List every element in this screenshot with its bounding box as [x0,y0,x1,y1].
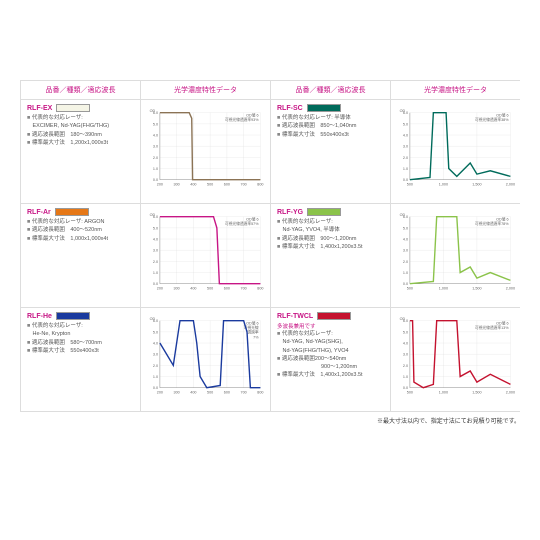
svg-text:3.0: 3.0 [403,353,408,357]
svg-text:4.0: 4.0 [153,341,158,345]
svg-text:500: 500 [207,286,213,290]
svg-text:400: 400 [190,390,196,394]
svg-text:5.0: 5.0 [153,330,158,334]
svg-text:3.0: 3.0 [403,145,408,149]
column-header-1: 光学濃度特性データ [140,81,270,99]
svg-text:1,000: 1,000 [439,286,448,290]
svg-text:5.0: 5.0 [153,226,158,230]
svg-text:800: 800 [257,286,263,290]
svg-text:2,000: 2,000 [506,390,515,394]
product-chart-RLF-YG: 0.01.02.03.04.05.06.05001,0001,5002,000O… [390,204,520,308]
svg-text:200: 200 [157,390,163,394]
svg-text:400: 400 [190,182,196,186]
svg-text:OD: OD [150,109,156,113]
product-spec-RLF-YG: RLF-YG 代表的な対応レーザ: Nd-YAG, YVO4, 半導体適応波長範… [270,204,390,308]
svg-text:OD: OD [400,109,406,113]
product-spec-RLF-Ar: RLF-Ar 代表的な対応レーザ: ARGON適応波長範囲 400～520nm標… [20,204,140,308]
svg-text:2,000: 2,000 [506,286,515,290]
svg-text:1.0: 1.0 [153,271,158,275]
footnote: ※最大寸法以内で、指定寸法にてお見積り可能です。 [20,412,520,425]
svg-text:可視光線透過率38%: 可視光線透過率38% [475,117,509,122]
svg-text:2.0: 2.0 [153,156,158,160]
svg-text:300: 300 [174,390,180,394]
svg-text:1.0: 1.0 [403,167,408,171]
svg-text:4.0: 4.0 [153,237,158,241]
svg-text:700: 700 [241,390,247,394]
svg-text:4.0: 4.0 [403,237,408,241]
svg-text:800: 800 [257,182,263,186]
product-chart-RLF-SC: 0.01.02.03.04.05.06.05001,0001,5002,000O… [390,100,520,204]
column-header-2: 品番／種類／適応波長 [270,81,390,99]
svg-text:3.0: 3.0 [153,353,158,357]
svg-text:1.0: 1.0 [153,375,158,379]
svg-text:OD値 6: OD値 6 [246,112,258,117]
svg-text:300: 300 [174,286,180,290]
svg-text:4.0: 4.0 [403,133,408,137]
svg-text:可視光線透過率78%: 可視光線透過率78% [475,221,509,226]
svg-text:2.0: 2.0 [403,260,408,264]
svg-text:4.0: 4.0 [403,341,408,345]
svg-text:600: 600 [224,182,230,186]
svg-text:3.0: 3.0 [153,145,158,149]
svg-text:200: 200 [157,182,163,186]
svg-text:700: 700 [241,182,247,186]
product-chart-RLF-TWCL: 0.01.02.03.04.05.06.05001,0001,5002,000O… [390,308,520,412]
svg-text:5.0: 5.0 [403,330,408,334]
svg-text:500: 500 [207,390,213,394]
svg-text:800: 800 [257,390,263,394]
product-chart-RLF-EX: 0.01.02.03.04.05.06.02003004005006007008… [140,100,270,204]
svg-text:1,500: 1,500 [472,286,481,290]
svg-text:OD値 6: OD値 6 [246,216,258,221]
product-spec-RLF-EX: RLF-EX 代表的な対応レーザ: EXCIMER, Nd-YAG(FHG/TH… [20,100,140,204]
svg-text:1,500: 1,500 [472,182,481,186]
column-header-0: 品番／種類／適応波長 [20,81,140,99]
svg-text:2.0: 2.0 [153,260,158,264]
svg-text:可視光線透過率13%: 可視光線透過率13% [475,325,509,330]
svg-text:OD値 6: OD値 6 [246,320,258,325]
product-spec-RLF-SC: RLF-SC 代表的な対応レーザ: 半導体適応波長範囲 850～1,040nm標… [270,100,390,204]
svg-text:600: 600 [224,286,230,290]
svg-text:4.0: 4.0 [153,133,158,137]
svg-text:400: 400 [190,286,196,290]
svg-text:500: 500 [207,182,213,186]
svg-text:500: 500 [407,286,413,290]
svg-text:1.0: 1.0 [403,375,408,379]
product-chart-RLF-He: 0.01.02.03.04.05.06.02003004005006007008… [140,308,270,412]
svg-text:500: 500 [407,182,413,186]
svg-text:200: 200 [157,286,163,290]
svg-text:1.0: 1.0 [153,167,158,171]
product-chart-RLF-Ar: 0.01.02.03.04.05.06.02003004005006007008… [140,204,270,308]
svg-text:2.0: 2.0 [403,156,408,160]
svg-text:可視光線透過率57%: 可視光線透過率57% [225,221,259,226]
svg-text:OD: OD [400,317,406,321]
svg-text:2,000: 2,000 [506,182,515,186]
svg-text:2.0: 2.0 [403,364,408,368]
svg-text:2.0: 2.0 [153,364,158,368]
svg-text:OD値 6: OD値 6 [496,320,508,325]
svg-text:3.0: 3.0 [403,249,408,253]
svg-text:1,000: 1,000 [439,182,448,186]
svg-text:可視光線透過率93%: 可視光線透過率93% [225,117,259,122]
svg-text:1,000: 1,000 [439,390,448,394]
svg-text:5.0: 5.0 [153,122,158,126]
product-spec-RLF-TWCL: RLF-TWCL 多波長兼用です代表的な対応レーザ: Nd-YAG, Nd-YA… [270,308,390,412]
svg-text:1,500: 1,500 [472,390,481,394]
svg-text:OD値 6: OD値 6 [496,216,508,221]
svg-text:600: 600 [224,390,230,394]
svg-text:3.0: 3.0 [153,249,158,253]
product-spec-RLF-He: RLF-He 代表的な対応レーザ: He-Ne, Krypton適応波長範囲 5… [20,308,140,412]
svg-text:7%: 7% [253,335,259,339]
svg-text:700: 700 [241,286,247,290]
column-header-3: 光学濃度特性データ [390,81,520,99]
svg-text:1.0: 1.0 [403,271,408,275]
svg-text:透過率: 透過率 [247,330,258,335]
svg-text:300: 300 [174,182,180,186]
svg-text:500: 500 [407,390,413,394]
svg-text:OD: OD [400,213,406,217]
svg-text:5.0: 5.0 [403,122,408,126]
svg-text:OD値 6: OD値 6 [496,112,508,117]
svg-text:OD: OD [150,213,156,217]
svg-text:5.0: 5.0 [403,226,408,230]
svg-text:OD: OD [150,317,156,321]
